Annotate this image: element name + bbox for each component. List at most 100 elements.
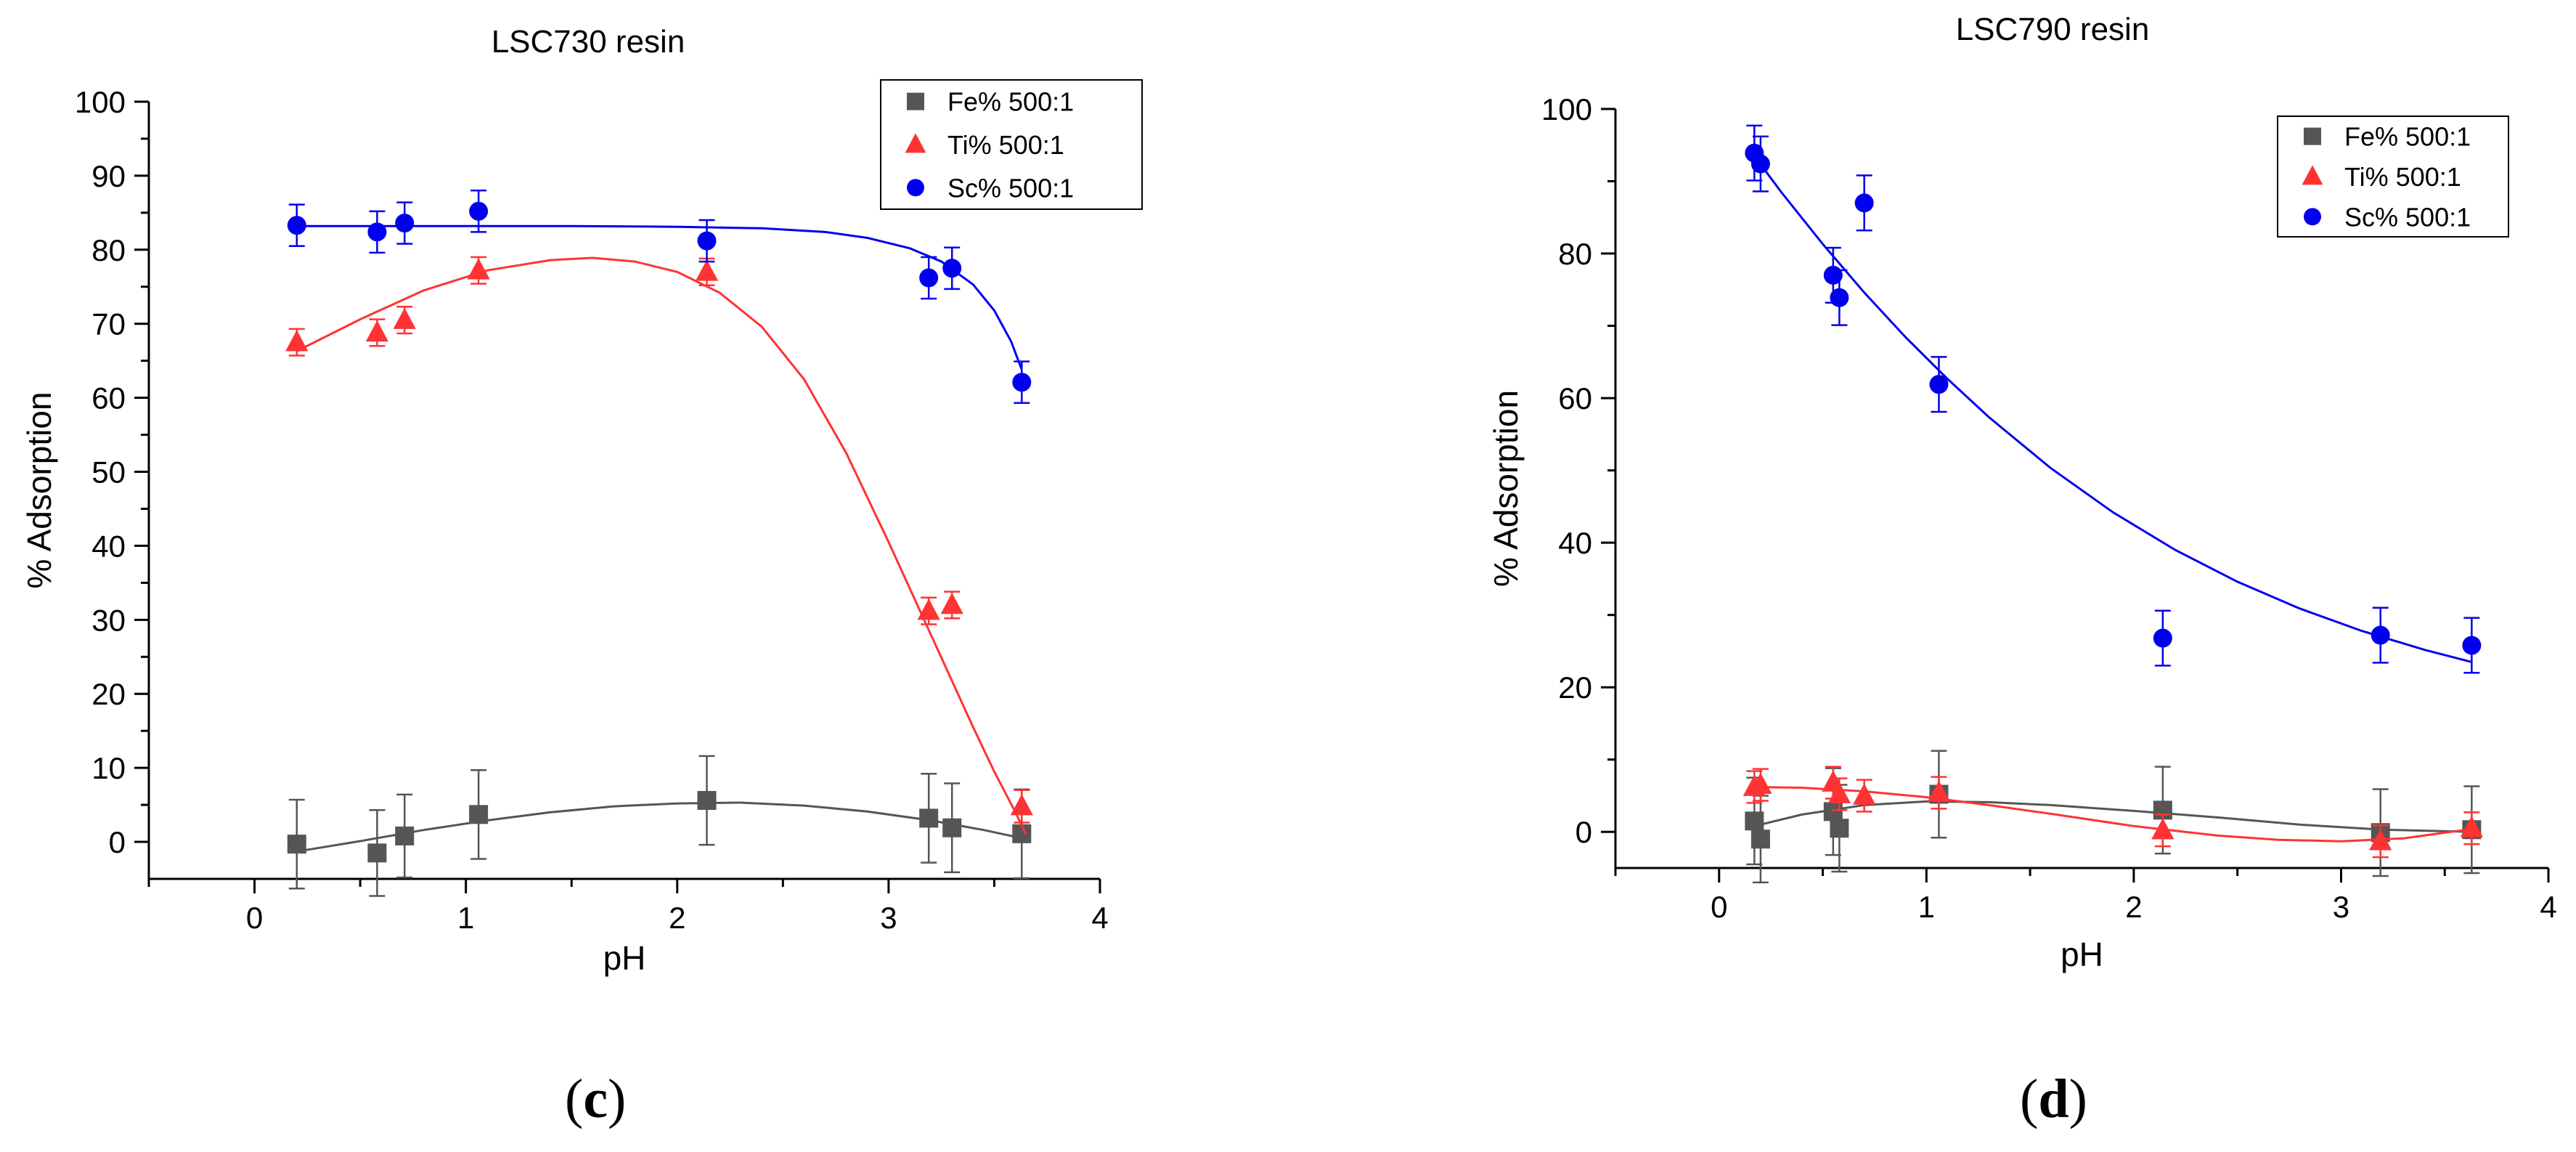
- data-point: [393, 307, 416, 329]
- legend-label: Ti% 500:1: [947, 130, 1064, 160]
- series-square: [1745, 750, 2482, 884]
- y-tick-label: 0: [1576, 815, 1592, 849]
- data-point: [1854, 193, 1874, 213]
- y-tick-label: 50: [91, 455, 126, 490]
- legend: Fe% 500:1 Ti% 500:1 Sc% 500:1: [880, 79, 1143, 210]
- x-tick-label: 3: [880, 901, 897, 935]
- data-point: [467, 258, 490, 280]
- series-square: [287, 755, 1032, 897]
- data-point: [1750, 154, 1770, 174]
- legend-marker: [907, 179, 924, 197]
- data-point: [2153, 628, 2172, 648]
- fit-curve: [296, 256, 1027, 835]
- legend-marker: [2304, 127, 2321, 145]
- y-tick-label: 80: [1558, 237, 1592, 271]
- y-tick-label: 100: [75, 85, 126, 119]
- data-point: [695, 259, 719, 281]
- fit-curve: [1753, 155, 2472, 663]
- x-tick-label: 4: [2540, 890, 2556, 924]
- x-tick-label: 0: [246, 901, 263, 935]
- y-tick-label: 70: [91, 307, 126, 341]
- data-point: [942, 818, 962, 837]
- data-point: [1929, 375, 1949, 394]
- x-axis-label: pH: [603, 939, 646, 977]
- fit-curve: [1753, 800, 2472, 833]
- legend-label: Fe% 500:1: [947, 87, 1074, 117]
- fit-curve: [1754, 786, 2472, 843]
- y-tick-label: 60: [1558, 381, 1592, 415]
- y-tick-label: 0: [109, 825, 126, 859]
- data-point: [1830, 819, 1849, 838]
- data-point: [287, 835, 306, 854]
- series-circle: [287, 190, 1032, 405]
- legend-marker: [905, 133, 926, 153]
- legend-marker: [907, 92, 924, 110]
- y-tick-label: 40: [1558, 526, 1592, 560]
- legend-label: Fe% 500:1: [2344, 122, 2471, 152]
- data-point: [367, 222, 387, 242]
- data-point: [1010, 794, 1033, 816]
- data-point: [1749, 772, 1772, 794]
- y-tick-label: 30: [91, 603, 126, 637]
- y-tick-label: 100: [1541, 92, 1592, 126]
- y-tick-label: 90: [91, 159, 126, 193]
- chart-title: LSC730 resin: [492, 24, 685, 60]
- data-point: [2462, 636, 2482, 655]
- data-point: [1853, 783, 1876, 805]
- legend-marker: [2302, 165, 2323, 185]
- series-circle: [1745, 124, 2482, 674]
- data-point: [469, 805, 489, 824]
- data-point: [919, 808, 939, 828]
- y-tick-label: 60: [91, 381, 126, 415]
- data-point: [697, 790, 717, 810]
- x-tick-label: 2: [669, 901, 685, 935]
- data-point: [2371, 625, 2390, 645]
- data-point: [2369, 829, 2392, 851]
- y-tick-label: 80: [91, 233, 126, 267]
- y-axis-label: % Adsorption: [1487, 390, 1525, 587]
- data-point: [2460, 816, 2483, 837]
- legend: Fe% 500:1 Ti% 500:1 Sc% 500:1: [2277, 115, 2509, 238]
- x-axis-label: pH: [2061, 936, 2103, 973]
- x-tick-label: 1: [1918, 890, 1935, 924]
- x-tick-label: 3: [2333, 890, 2349, 924]
- fit-curve: [296, 224, 1023, 370]
- data-point: [395, 826, 415, 845]
- y-tick-label: 20: [1558, 670, 1592, 705]
- chart-title: LSC790 resin: [1956, 12, 2150, 47]
- x-tick-label: 4: [1091, 901, 1108, 935]
- panel-label-c: (c): [565, 1068, 627, 1129]
- legend-label: Sc% 500:1: [2344, 202, 2471, 232]
- data-point: [365, 320, 388, 342]
- data-point: [942, 259, 962, 278]
- data-point: [940, 593, 963, 614]
- y-tick-label: 40: [91, 529, 126, 563]
- data-point: [2151, 818, 2174, 840]
- data-point: [287, 216, 306, 235]
- y-axis-label: % Adsorption: [20, 392, 58, 588]
- y-tick-label: 10: [91, 751, 126, 785]
- x-tick-label: 2: [2125, 890, 2142, 924]
- data-point: [1750, 829, 1770, 849]
- series-triangle: [1743, 766, 2483, 859]
- legend-label: Sc% 500:1: [947, 173, 1074, 203]
- data-point: [919, 268, 939, 288]
- x-tick-label: 1: [457, 901, 474, 935]
- data-point: [395, 214, 415, 233]
- data-point: [1827, 782, 1851, 803]
- data-point: [285, 330, 309, 352]
- y-tick-label: 20: [91, 677, 126, 711]
- legend-label: Ti% 500:1: [2344, 162, 2461, 192]
- data-point: [1012, 373, 1032, 392]
- data-point: [1927, 780, 1951, 802]
- data-point: [469, 201, 489, 221]
- data-point: [917, 599, 940, 620]
- data-point: [697, 231, 717, 251]
- data-point: [367, 843, 387, 863]
- panel-label-d: (d): [2020, 1068, 2087, 1129]
- series-triangle: [285, 256, 1033, 835]
- x-tick-label: 0: [1711, 890, 1727, 924]
